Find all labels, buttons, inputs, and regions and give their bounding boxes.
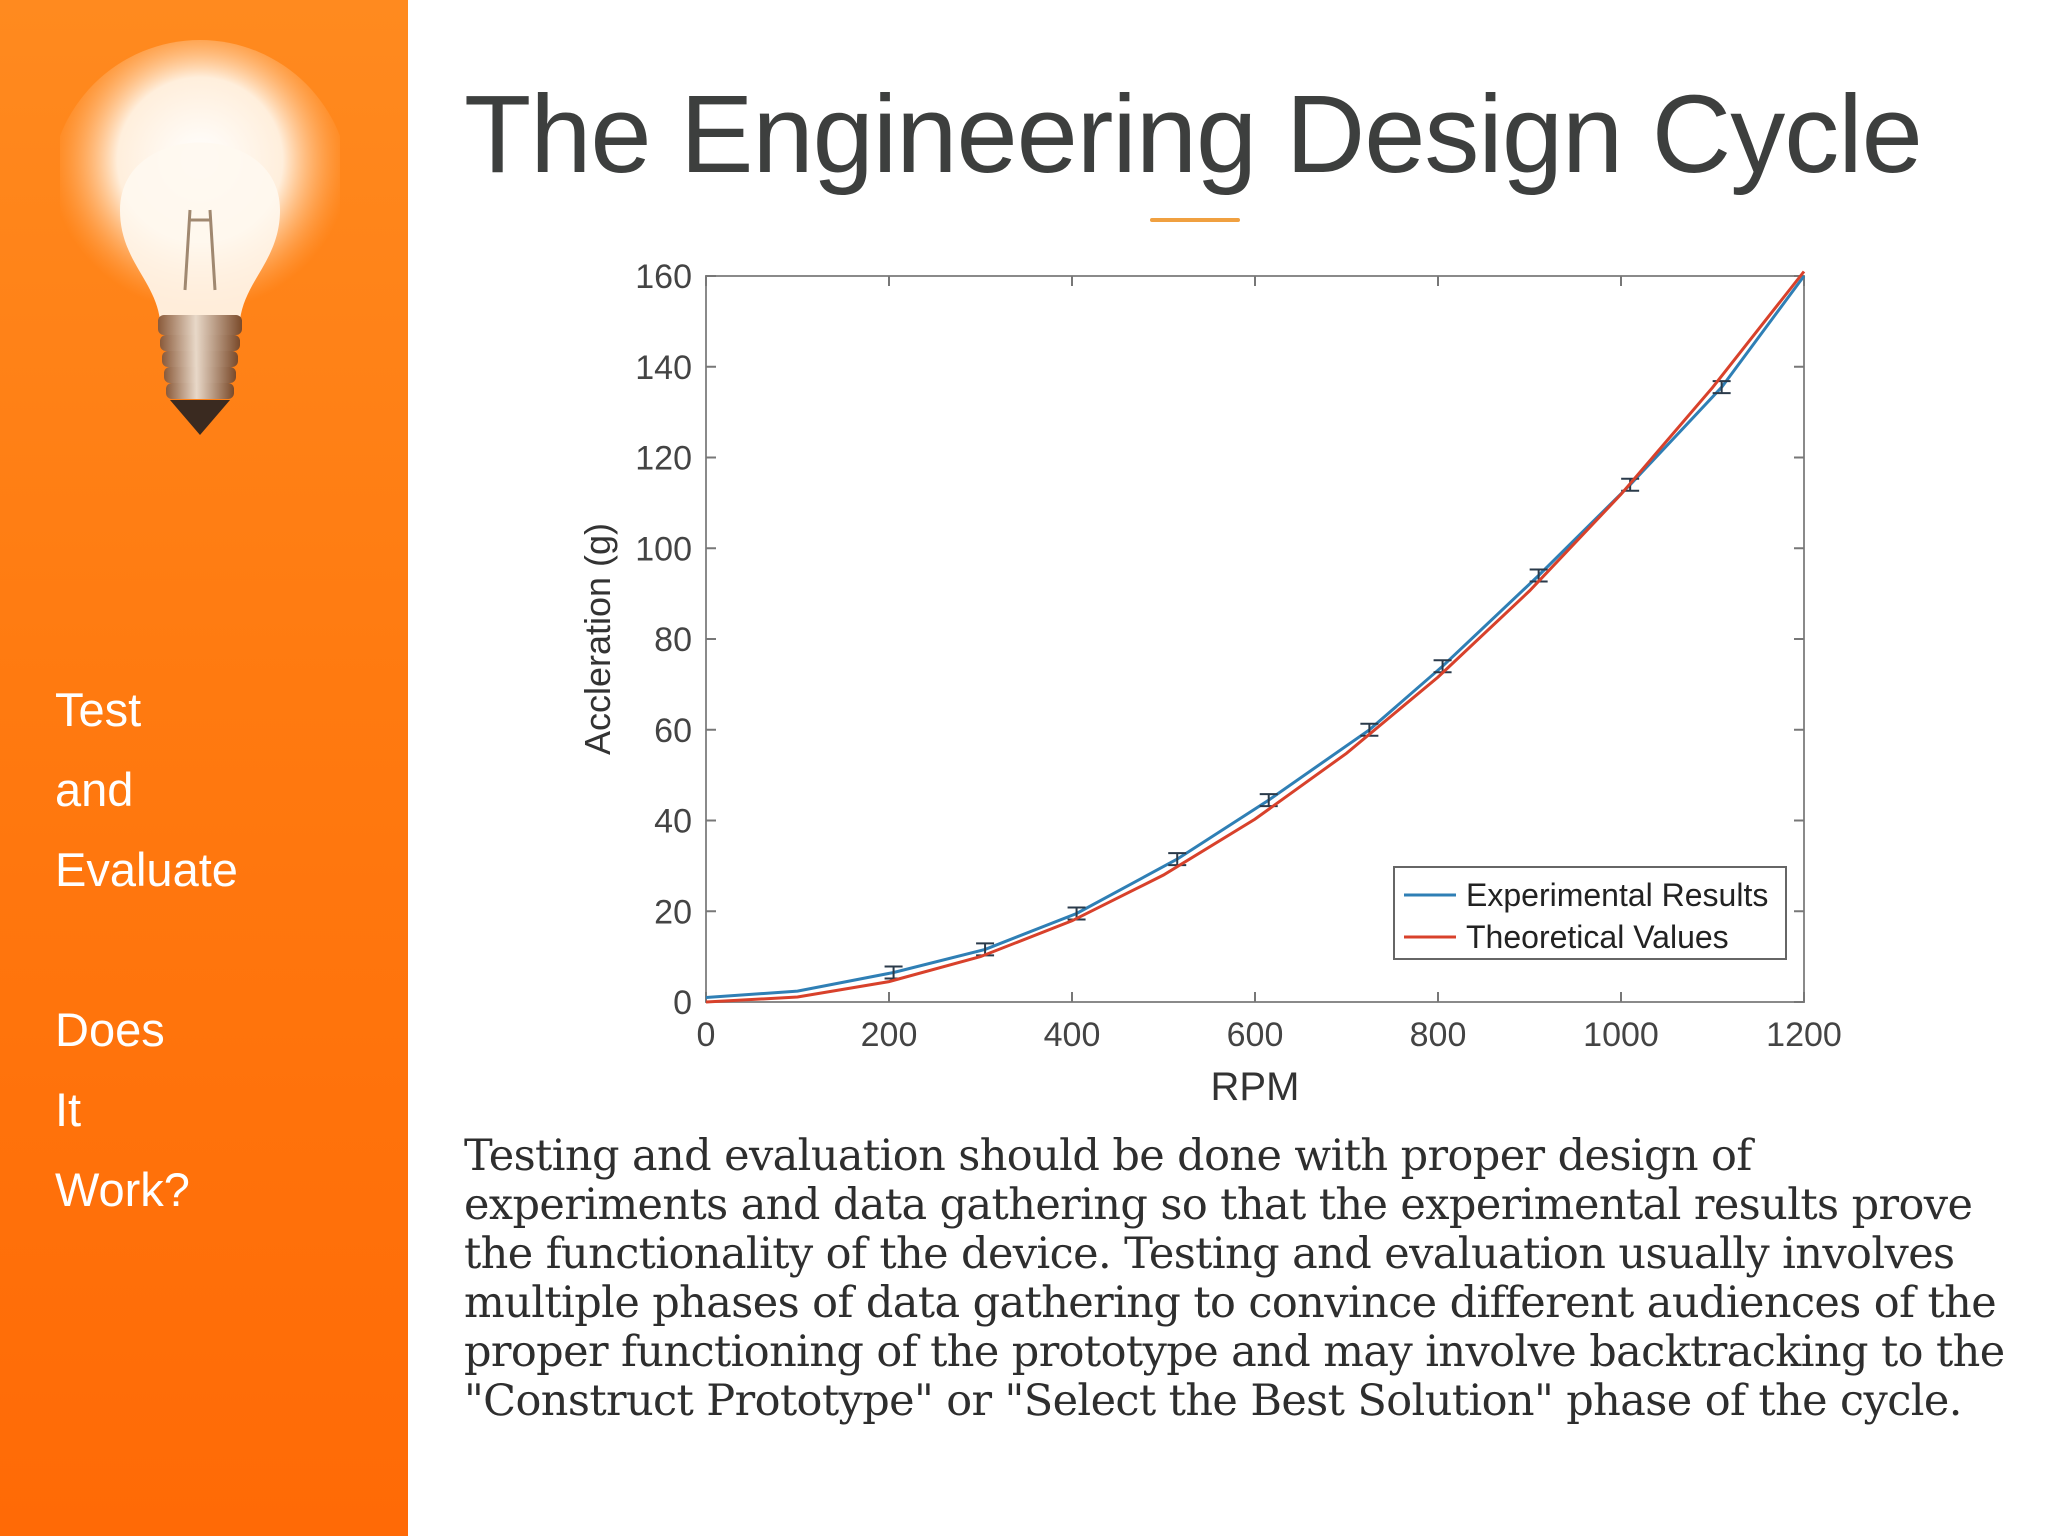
title-accent-line	[1150, 218, 1240, 222]
x-tick-label: 400	[1044, 1016, 1101, 1054]
legend-box	[1393, 866, 1787, 960]
y-tick-label: 0	[673, 984, 692, 1022]
y-tick-label: 140	[635, 349, 692, 387]
sidebar-line: Work?	[55, 1163, 190, 1216]
acceleration-rpm-chart: 0 200 400 600 800 1000 1200 0 20 40 60 80 100 120 140 1…	[577, 258, 1842, 1109]
x-tick-label: 1200	[1766, 1016, 1842, 1054]
y-tick-label: 60	[654, 712, 692, 750]
legend-label: Theoretical Values	[1466, 919, 1729, 955]
sidebar-line: Evaluate	[55, 843, 238, 896]
y-tick-label: 100	[635, 530, 692, 568]
y-tick-label: 160	[635, 258, 692, 296]
y-axis-label: Accleration (g)	[577, 523, 618, 755]
y-tick-label: 40	[654, 803, 692, 841]
x-tick-label: 200	[861, 1016, 918, 1054]
series-line-theoretical	[705, 270, 1806, 1004]
sidebar-heading-top: Test and Evaluate	[55, 670, 238, 910]
x-tick-label: 800	[1410, 1016, 1467, 1054]
legend-label: Experimental Results	[1466, 877, 1768, 913]
sidebar: Test and Evaluate Does It Work?	[0, 0, 408, 1536]
sidebar-line: and	[55, 763, 134, 816]
x-tick-label: 1000	[1583, 1016, 1659, 1054]
x-tick-label: 600	[1227, 1016, 1284, 1054]
slide-body-text: Testing and evaluation should be done wi…	[464, 1131, 2005, 1426]
sidebar-heading-bottom: Does It Work?	[55, 990, 190, 1230]
light-bulb-icon	[60, 40, 340, 435]
y-tick-label: 80	[654, 621, 692, 659]
slide-title: The Engineering Design Cycle	[464, 73, 1923, 196]
y-tick-label: 120	[635, 440, 692, 478]
sidebar-line: Does	[55, 1003, 165, 1056]
sidebar-line: Test	[55, 683, 142, 736]
sidebar-line: It	[55, 1083, 82, 1136]
x-axis-label: RPM	[1211, 1065, 1300, 1109]
x-tick-label: 0	[697, 1016, 716, 1054]
y-tick-label: 20	[654, 893, 692, 931]
